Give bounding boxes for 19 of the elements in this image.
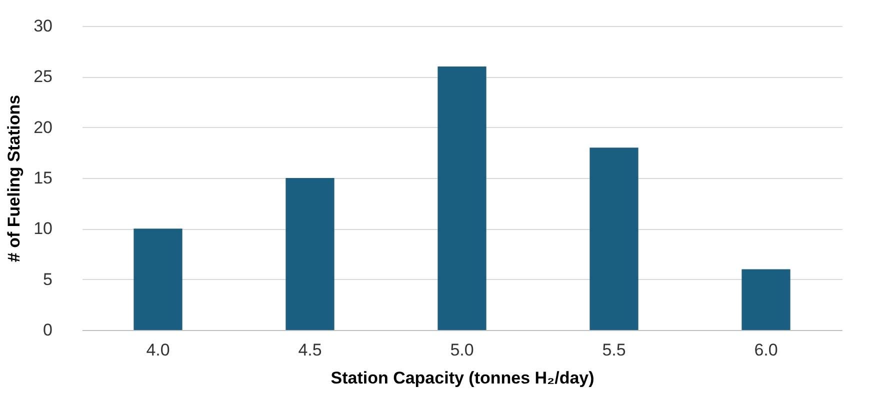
y-tick-label: 25 <box>34 67 52 86</box>
bar <box>438 66 486 330</box>
x-axis-title: Station Capacity (tonnes H₂/day) <box>330 368 594 388</box>
x-tick-label: 5.5 <box>602 340 626 360</box>
x-tick-label: 4.5 <box>298 340 322 360</box>
x-tick-label: 5.0 <box>450 340 474 360</box>
x-tick-label: 4.0 <box>146 340 170 360</box>
y-tick-label: 10 <box>34 219 52 238</box>
y-tick-label: 5 <box>43 270 52 289</box>
y-tick-label: 0 <box>43 320 52 340</box>
bar <box>134 228 182 330</box>
y-axis-title: # of Fueling Stations <box>4 94 24 262</box>
y-tick-label: 15 <box>34 168 52 188</box>
y-tick-label: 20 <box>34 118 52 137</box>
bar <box>286 178 334 330</box>
bar <box>742 269 790 330</box>
bar <box>590 148 638 330</box>
x-tick-label: 6.0 <box>754 340 778 360</box>
y-tick-label: 30 <box>34 16 52 36</box>
